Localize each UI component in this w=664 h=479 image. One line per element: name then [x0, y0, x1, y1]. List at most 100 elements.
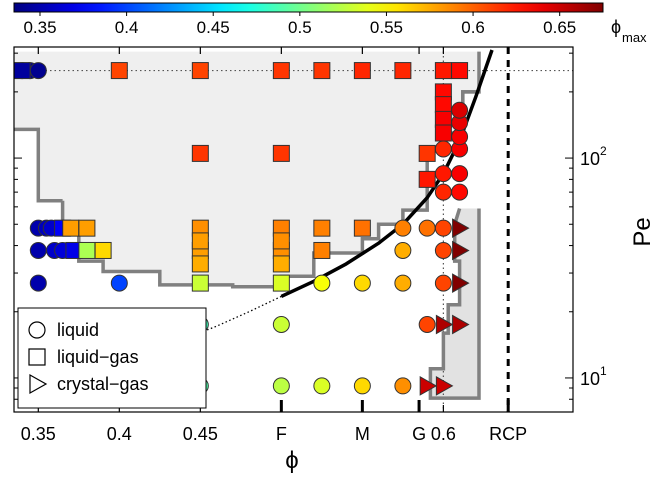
liquid-point	[451, 101, 469, 119]
crystal-gas-point	[452, 218, 470, 239]
liquid-point	[394, 219, 412, 237]
liquid-gas-point	[451, 62, 469, 80]
colorbar-label: ϕ	[611, 17, 621, 37]
liquid-gas-point	[434, 62, 452, 80]
colorbar-gradient	[13, 2, 604, 13]
liquid-gas-point	[353, 219, 371, 237]
liquid-gas-point	[191, 255, 209, 273]
x-tick-label: 0.45	[183, 424, 218, 444]
crystal-gas-point	[419, 376, 438, 396]
liquid-gas-point	[78, 241, 96, 259]
liquid-point	[29, 241, 47, 259]
x-tick-label: 0.4	[107, 424, 132, 444]
liquid-gas-point	[313, 62, 331, 80]
liquid-point	[434, 241, 452, 259]
liquid-point	[418, 219, 436, 237]
liquid-point	[434, 219, 452, 237]
colorbar-tick-label: 0.45	[197, 18, 230, 37]
liquid-point	[29, 62, 47, 80]
liquid-gas-point	[353, 62, 371, 80]
liquid-gas-point	[272, 62, 290, 80]
y-tick-label-exponent: 1	[600, 364, 607, 378]
crystal-gas-boundary	[428, 207, 481, 400]
x-tick-label: G	[412, 424, 426, 444]
crystal-gas-point	[435, 376, 454, 396]
liquid-gas-point	[313, 219, 331, 237]
liquid-point	[272, 316, 290, 334]
liquid-gas-boundary-left	[14, 127, 63, 203]
colorbar-label-subscript: max	[622, 30, 647, 45]
x-tick-label: M	[355, 424, 370, 444]
region-crystal-gas	[430, 208, 479, 399]
crystal-gas-point	[452, 314, 470, 335]
liquid-gas-point	[434, 124, 452, 142]
liquid-point	[110, 274, 128, 292]
liquid-point	[434, 274, 452, 292]
data-points	[13, 62, 470, 396]
liquid-point	[434, 183, 452, 201]
x-tick-label: RCP	[489, 424, 527, 444]
liquid-gas-point	[418, 144, 436, 162]
liquid-point	[434, 165, 452, 183]
liquid-gas-point	[434, 96, 452, 114]
crystal-gas-point	[452, 273, 470, 293]
liquid-point	[418, 316, 436, 334]
legend-circle-marker	[28, 321, 46, 339]
liquid-point	[29, 274, 47, 292]
crystal-gas-point	[435, 314, 454, 335]
liquid-gas-point	[272, 232, 290, 250]
y-tick-label: 10	[580, 369, 600, 389]
liquid-point	[353, 377, 371, 395]
liquid-point	[451, 183, 469, 201]
legend-label: crystal−gas	[57, 374, 149, 394]
liquid-gas-point	[394, 62, 412, 80]
legend-box	[17, 307, 207, 409]
liquid-gas-point	[272, 274, 290, 292]
legend-square-marker	[28, 348, 46, 366]
colorbar-tick-label: 0.55	[370, 18, 403, 37]
colorbar-tick-label: 0.5	[288, 18, 312, 37]
legend-triangle-marker	[29, 373, 48, 395]
liquid-gas-point	[191, 274, 209, 292]
reference-lines	[14, 47, 573, 412]
liquid-point	[353, 274, 371, 292]
liquid-gas-point	[272, 144, 290, 162]
liquid-gas-point	[13, 62, 31, 80]
liquid-gas-point	[94, 241, 112, 259]
crystal-gas-point	[452, 240, 470, 261]
x-tick-label: 0.6	[431, 424, 456, 444]
liquid-point	[394, 274, 412, 292]
y-tick-label: 10	[580, 149, 600, 169]
plot-frame	[13, 46, 574, 413]
liquid-point	[394, 241, 412, 259]
liquid-point	[272, 377, 290, 395]
liquid-gas-point	[191, 144, 209, 162]
liquid-gas-point	[272, 255, 290, 273]
liquid-gas-point	[418, 170, 436, 188]
y-axis-label: Pe	[629, 217, 656, 246]
liquid-gas-point	[191, 232, 209, 250]
liquid-gas-point	[78, 219, 96, 237]
liquid-point	[313, 377, 331, 395]
liquid-point	[434, 140, 452, 158]
liquid-gas-point	[62, 219, 80, 237]
theory-curve	[280, 49, 494, 298]
x-tick-label: F	[276, 424, 287, 444]
legend-label: liquid−gas	[57, 347, 139, 367]
legend: liquid liquid−gas crystal−gas	[17, 307, 207, 409]
liquid-point	[451, 165, 469, 183]
liquid-point	[451, 128, 469, 146]
y-tick-label-exponent: 2	[600, 144, 607, 158]
colorbar-tick-label: 0.35	[23, 18, 56, 37]
liquid-point	[313, 274, 331, 292]
x-tick-label: 0.35	[21, 424, 56, 444]
liquid-gas-point	[110, 62, 128, 80]
legend-label: liquid	[57, 320, 99, 340]
colorbar-tick-label: 0.4	[115, 18, 139, 37]
colorbar-tick-label: 0.6	[461, 18, 485, 37]
liquid-point	[394, 377, 412, 395]
colorbar-tick-label: 0.65	[543, 18, 576, 37]
